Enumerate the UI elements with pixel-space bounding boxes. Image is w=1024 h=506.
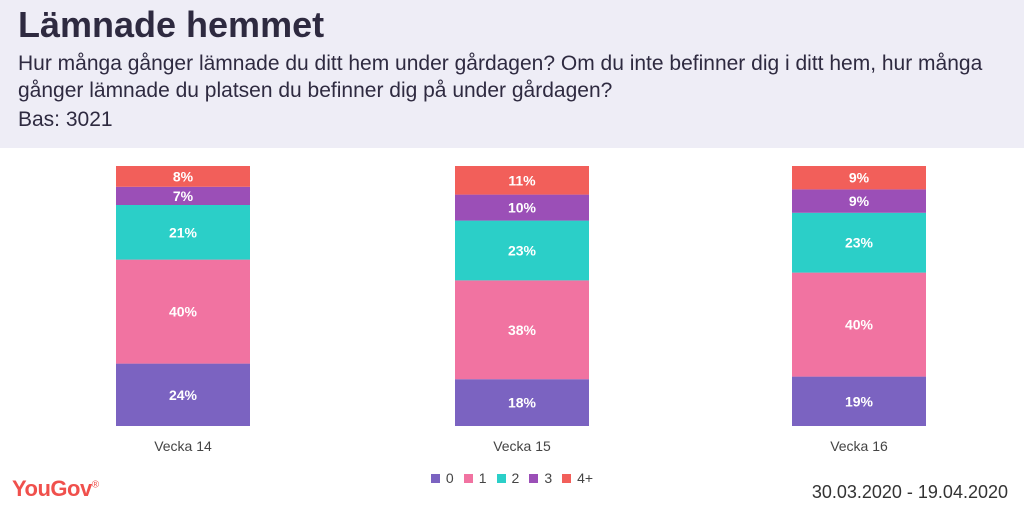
bar-segment-vecka-15-0: [455, 379, 589, 426]
legend-swatch: [529, 474, 539, 483]
data-label: 9%: [849, 170, 870, 186]
bar-segment-vecka-15-1: [455, 280, 589, 380]
legend-label: 0: [445, 470, 454, 486]
bar-segment-vecka-15-3: [455, 194, 589, 221]
data-label: 24%: [169, 387, 198, 403]
chart-title: Lämnade hemmet: [18, 4, 325, 45]
bar-segment-vecka-15-4plus: [455, 166, 589, 195]
bar-segment-vecka-15-2: [455, 220, 589, 281]
data-label: 8%: [173, 168, 194, 184]
data-label: 7%: [173, 188, 194, 204]
legend-item: 1: [463, 470, 487, 486]
category-label: Vecka 14: [154, 438, 212, 454]
data-label: 11%: [508, 172, 536, 188]
legend-label: 2: [511, 470, 520, 486]
legend-item: 4+: [562, 470, 593, 486]
bar-segment-vecka-16-1: [792, 272, 926, 377]
bar-segment-vecka-14-3: [116, 186, 250, 205]
logo-registered-mark: ®: [91, 479, 99, 491]
bar-segment-vecka-16-0: [792, 376, 926, 426]
date-range: 30.03.2020 - 19.04.2020: [811, 482, 1008, 502]
chart-header: Lämnade hemmet Hur många gånger lämnade …: [0, 0, 1024, 148]
sample-base: Bas: 3021: [18, 108, 113, 131]
bar-segment-vecka-14-1: [116, 259, 250, 364]
bar-segment-vecka-16-3: [792, 189, 926, 213]
data-label: 23%: [508, 243, 537, 259]
data-label: 9%: [849, 193, 870, 209]
data-label: 23%: [845, 235, 874, 251]
legend-label: 1: [478, 470, 487, 486]
legend-label: 4+: [577, 470, 594, 486]
data-label: 19%: [845, 393, 874, 409]
bar-segment-vecka-14-0: [116, 363, 250, 426]
data-label: 21%: [169, 224, 198, 240]
legend-swatch: [496, 474, 506, 483]
bar-segment-vecka-14-4plus: [116, 166, 250, 187]
category-label: Vecka 15: [493, 438, 551, 454]
legend-item: 0: [430, 470, 454, 486]
data-label: 10%: [508, 200, 537, 216]
bar-segment-vecka-16-4plus: [792, 166, 926, 190]
chart-legend: 0 1 2 3 4+: [0, 470, 1024, 486]
legend-item: 2: [496, 470, 520, 486]
legend-item: 3: [529, 470, 552, 486]
data-label: 40%: [169, 304, 198, 320]
bar-segment-vecka-14-2: [116, 205, 250, 260]
legend-swatch: [463, 474, 473, 483]
legend-swatch: [430, 474, 440, 483]
category-label: Vecka 16: [830, 438, 888, 454]
data-label: 38%: [508, 322, 537, 338]
data-label: 40%: [845, 317, 874, 333]
yougov-logo: YouGov®: [12, 476, 99, 502]
bar-segment-vecka-16-2: [792, 212, 926, 273]
stacked-bar-chart: 24% 40% 21% 7% 8% Vecka 14 18% 38% 23% 10% 11% Veck…: [116, 166, 926, 454]
logo-text: YouGov: [12, 476, 92, 501]
legend-swatch: [562, 474, 572, 483]
chart-subtitle: Hur många gånger lämnade du ditt hem und…: [18, 52, 983, 102]
legend-label: 3: [544, 470, 553, 486]
data-label: 18%: [508, 395, 537, 411]
